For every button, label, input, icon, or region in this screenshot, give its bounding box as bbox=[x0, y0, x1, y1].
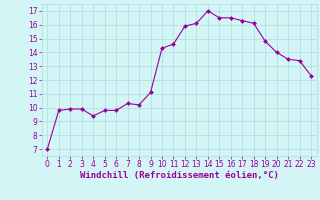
X-axis label: Windchill (Refroidissement éolien,°C): Windchill (Refroidissement éolien,°C) bbox=[80, 171, 279, 180]
